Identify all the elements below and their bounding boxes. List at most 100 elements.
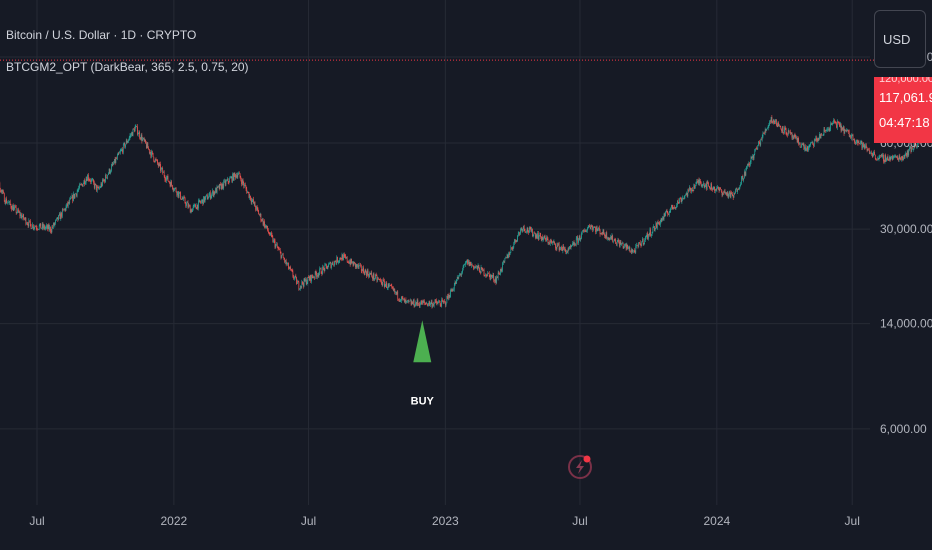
candle-body <box>702 184 704 186</box>
candle-body <box>24 217 26 219</box>
candle-body <box>20 214 21 217</box>
currency-button[interactable]: USD <box>874 10 926 68</box>
candle-body <box>53 223 54 228</box>
candle-body <box>662 217 664 220</box>
candle-body <box>777 122 779 128</box>
candle-body <box>306 282 308 285</box>
candle-body <box>104 179 106 182</box>
candle-body <box>41 227 42 229</box>
candle-body <box>545 238 547 242</box>
candle-body <box>434 300 436 304</box>
candle-body <box>469 262 471 266</box>
candle-body <box>169 181 170 183</box>
candle-body <box>179 192 181 194</box>
candle-body <box>384 284 386 287</box>
candle-body <box>160 168 162 171</box>
candle-body <box>200 202 201 203</box>
candle-body <box>97 186 99 188</box>
candle-body <box>815 137 817 141</box>
candle-body <box>61 209 63 217</box>
signal-markers: BUYSELLBUY <box>411 320 435 407</box>
candle-body <box>812 141 814 145</box>
candle-body <box>787 130 789 136</box>
x-tick-label: Jul <box>301 514 316 528</box>
candle-body <box>501 269 503 272</box>
time-axis[interactable]: Jul2022Jul2023Jul2024Jul2025Jul2026Jul <box>29 514 932 528</box>
candle-body <box>856 139 858 142</box>
candle-body <box>575 238 577 246</box>
candle-body <box>880 155 882 156</box>
candle-body <box>749 162 751 166</box>
candle-body <box>83 180 85 184</box>
candle-body <box>96 184 97 191</box>
candle-body <box>257 208 259 211</box>
candle-body <box>274 240 276 248</box>
candle-body <box>889 156 891 160</box>
candle-body <box>839 123 841 127</box>
candle-body <box>22 214 24 217</box>
candle-body <box>194 204 196 206</box>
candle-body <box>125 144 126 148</box>
candle-body <box>404 298 405 303</box>
candle-body <box>56 217 58 219</box>
candle-body <box>683 197 685 199</box>
lightning-alert-icon[interactable] <box>568 455 592 479</box>
candle-body <box>89 179 91 181</box>
candle-body <box>907 150 909 155</box>
candle-body <box>395 292 396 293</box>
candle-body <box>789 131 791 133</box>
candle-body <box>368 274 370 277</box>
candle-body <box>759 142 761 146</box>
candle-body <box>846 130 848 131</box>
candle-body <box>228 181 230 183</box>
candle-body <box>152 152 154 157</box>
candle-body <box>378 278 380 280</box>
symbol-title[interactable]: Bitcoin / U.S. Dollar · 1D · CRYPTO <box>6 28 197 42</box>
candle-body <box>27 224 29 226</box>
candle-body <box>704 185 706 188</box>
candle-body <box>254 202 256 207</box>
candle-body <box>576 237 578 239</box>
candle-body <box>836 123 837 128</box>
candle-body <box>857 141 859 144</box>
candle-body <box>55 220 56 223</box>
candle-body <box>186 203 187 206</box>
candle-body <box>156 159 158 161</box>
candle-body <box>416 300 418 305</box>
candle-body <box>127 141 129 143</box>
candle-body <box>172 185 173 189</box>
candle-body <box>157 163 159 166</box>
candle-body <box>868 149 870 154</box>
indicator-legend[interactable]: BTCGM2_OPT (DarkBear, 365, 2.5, 0.75, 20… <box>6 60 249 74</box>
candle-body <box>183 197 184 200</box>
candle-body <box>494 278 496 282</box>
candle-body <box>566 251 567 254</box>
candle-body <box>639 242 640 243</box>
candle-body <box>169 182 171 187</box>
candle-body <box>337 257 338 263</box>
candle-body <box>500 268 502 272</box>
candle-body <box>793 134 795 139</box>
candle-body <box>398 299 400 301</box>
candle-body <box>536 235 538 239</box>
candle-body <box>88 179 90 181</box>
candle-body <box>117 153 119 156</box>
candle-body <box>723 192 724 194</box>
candle-body <box>640 244 642 247</box>
candle-body <box>578 235 580 239</box>
candle-body <box>311 274 313 278</box>
candle-body <box>70 197 71 200</box>
candle-body <box>621 243 622 245</box>
candle-body <box>282 254 283 256</box>
candle-body <box>314 276 315 278</box>
candle-body <box>461 272 463 275</box>
candle-body <box>114 159 115 164</box>
candle-body <box>832 122 834 124</box>
candle-body <box>262 219 263 221</box>
candle-body <box>369 273 370 277</box>
candle-body <box>185 203 187 206</box>
candle-body <box>710 183 712 190</box>
candle-body <box>281 255 283 259</box>
candle-body <box>134 126 136 132</box>
